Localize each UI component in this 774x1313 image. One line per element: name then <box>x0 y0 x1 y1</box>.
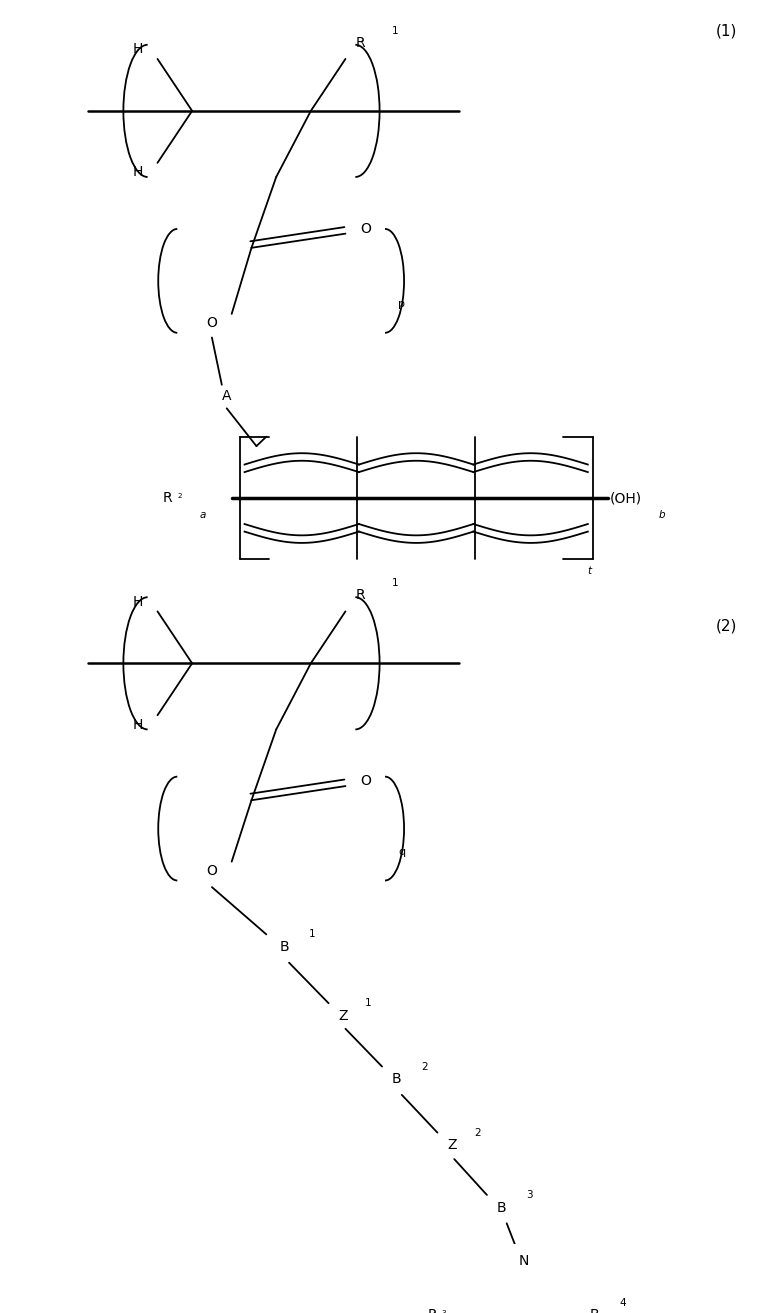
Text: R: R <box>428 1308 437 1313</box>
Text: 4: 4 <box>619 1297 626 1308</box>
Text: B: B <box>392 1071 402 1086</box>
Text: H: H <box>132 718 143 731</box>
Text: t: t <box>587 566 592 576</box>
Text: q: q <box>398 847 405 857</box>
Text: R: R <box>163 491 173 506</box>
Text: b: b <box>659 509 666 520</box>
Text: B: B <box>497 1201 506 1216</box>
Text: O: O <box>207 316 217 331</box>
Text: H: H <box>132 42 143 56</box>
Text: Z: Z <box>447 1138 457 1152</box>
Text: (OH): (OH) <box>610 491 642 506</box>
Text: O: O <box>360 222 371 236</box>
Text: 1: 1 <box>365 998 372 1008</box>
Text: Z: Z <box>338 1008 348 1023</box>
Text: 1: 1 <box>392 26 399 35</box>
Text: B: B <box>590 1308 599 1313</box>
Text: B: B <box>279 940 289 953</box>
Text: H: H <box>132 165 143 180</box>
Text: 2: 2 <box>474 1128 481 1137</box>
Text: a: a <box>200 509 207 520</box>
Text: (1): (1) <box>716 24 737 38</box>
Text: 2: 2 <box>422 1061 428 1071</box>
Text: R: R <box>355 35 365 50</box>
Text: (2): (2) <box>716 618 737 633</box>
Text: 1: 1 <box>392 578 399 588</box>
Text: R: R <box>355 588 365 603</box>
Text: 3: 3 <box>526 1190 533 1200</box>
Text: $^3$: $^3$ <box>441 1310 447 1313</box>
Text: $^2$: $^2$ <box>177 494 183 503</box>
Text: O: O <box>207 864 217 878</box>
Text: 1: 1 <box>309 930 316 939</box>
Text: A: A <box>222 389 231 403</box>
Text: O: O <box>360 775 371 788</box>
Text: p: p <box>398 299 405 310</box>
Text: N: N <box>519 1254 529 1268</box>
Text: H: H <box>132 595 143 609</box>
